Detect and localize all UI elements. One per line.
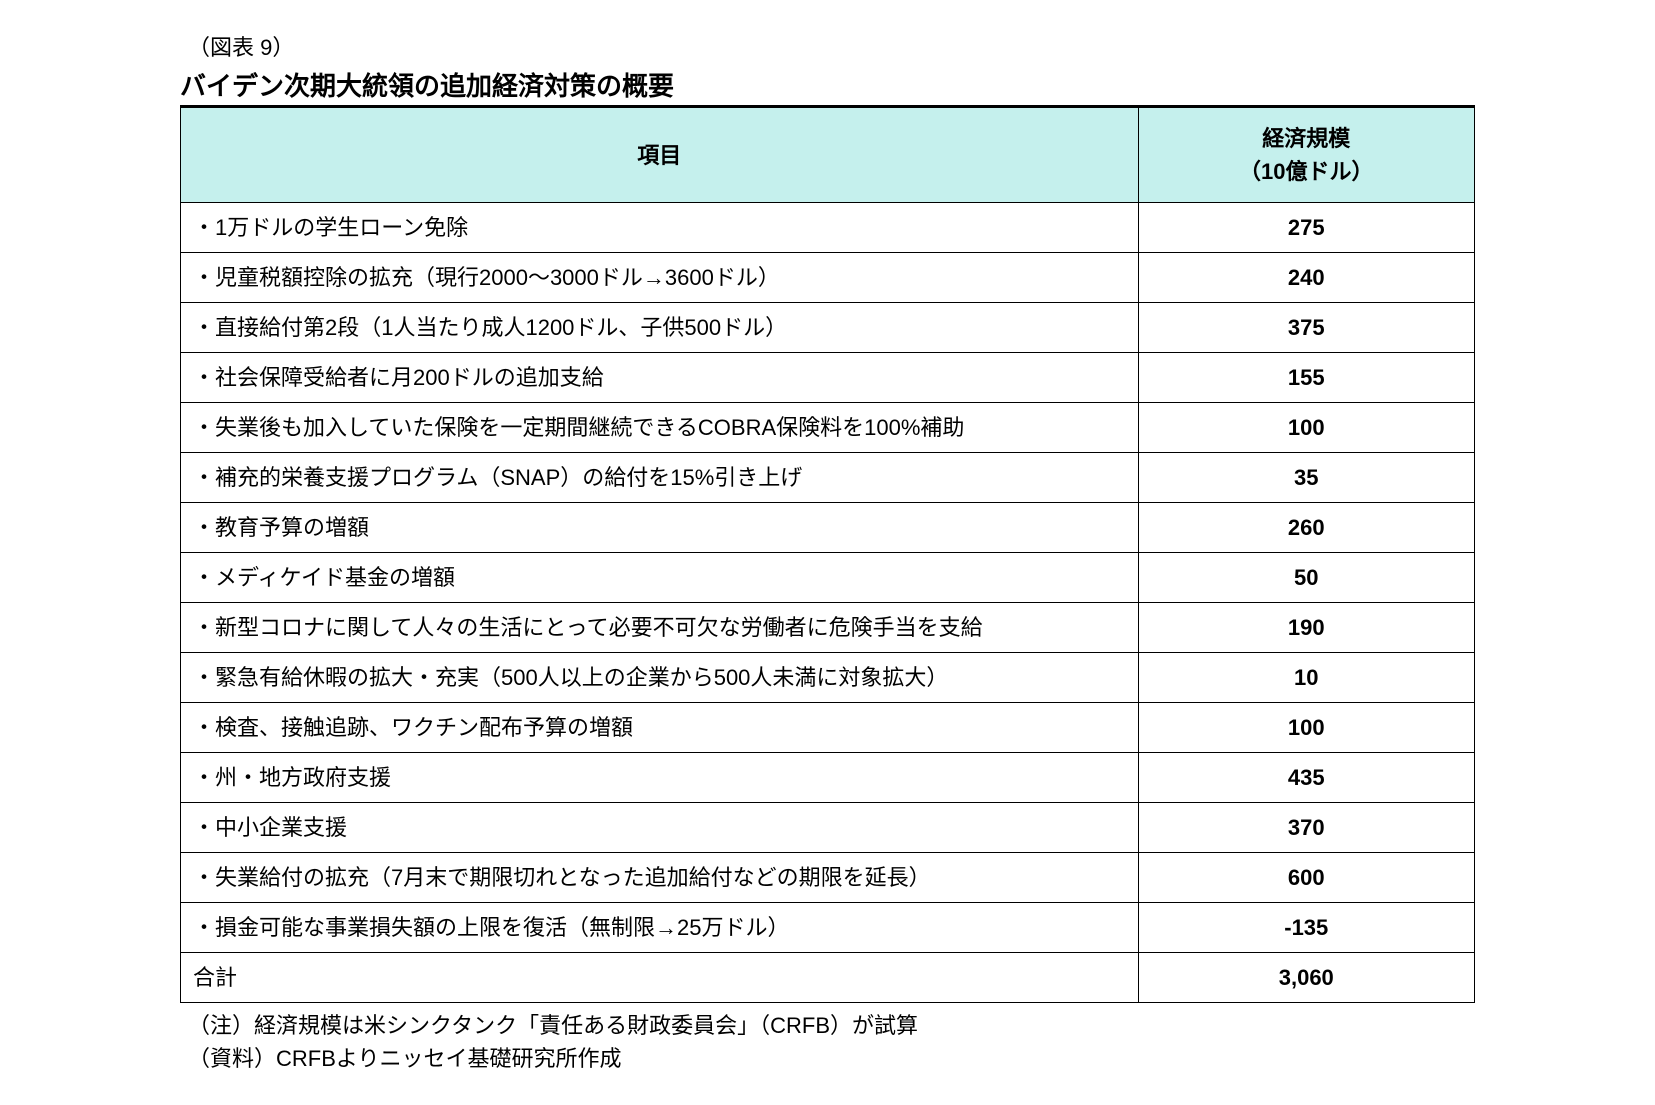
item-cell: ・1万ドルの学生ローン免除 [181, 203, 1139, 253]
table-title: バイデン次期大統領の追加経済対策の概要 [180, 66, 1475, 107]
footnotes: （注）経済規模は米シンクタンク「責任ある財政委員会」（CRFB）が試算 （資料）… [180, 1009, 1475, 1075]
item-cell: ・直接給付第2段（1人当たり成人1200ドル、子供500ドル） [181, 303, 1139, 353]
header-item: 項目 [181, 108, 1139, 203]
total-value-cell: 3,060 [1138, 953, 1474, 1003]
item-cell: ・中小企業支援 [181, 803, 1139, 853]
item-cell: ・州・地方政府支援 [181, 753, 1139, 803]
table-row: ・損金可能な事業損失額の上限を復活（無制限→25万ドル）-135 [181, 903, 1475, 953]
item-cell: ・メディケイド基金の増額 [181, 553, 1139, 603]
table-row: ・補充的栄養支援プログラム（SNAP）の給付を15%引き上げ35 [181, 453, 1475, 503]
item-cell: ・損金可能な事業損失額の上限を復活（無制限→25万ドル） [181, 903, 1139, 953]
table-row: ・緊急有給休暇の拡大・充実（500人以上の企業から500人未満に対象拡大）10 [181, 653, 1475, 703]
value-cell: 50 [1138, 553, 1474, 603]
table-row: ・社会保障受給者に月200ドルの追加支給155 [181, 353, 1475, 403]
table-row: ・教育予算の増額260 [181, 503, 1475, 553]
table-row: ・メディケイド基金の増額50 [181, 553, 1475, 603]
item-cell: ・検査、接触追跡、ワクチン配布予算の増額 [181, 703, 1139, 753]
header-value: 経済規模（10億ドル） [1138, 108, 1474, 203]
footnote-source: （資料）CRFBよりニッセイ基礎研究所作成 [188, 1042, 1475, 1075]
value-cell: -135 [1138, 903, 1474, 953]
table-row: ・州・地方政府支援435 [181, 753, 1475, 803]
value-cell: 370 [1138, 803, 1474, 853]
total-item-cell: 合計 [181, 953, 1139, 1003]
figure-number: （図表 9） [188, 30, 1475, 62]
item-cell: ・失業給付の拡充（7月末で期限切れとなった追加給付などの期限を延長） [181, 853, 1139, 903]
table-row: ・新型コロナに関して人々の生活にとって必要不可欠な労働者に危険手当を支給190 [181, 603, 1475, 653]
value-cell: 100 [1138, 703, 1474, 753]
footnote-note: （注）経済規模は米シンクタンク「責任ある財政委員会」（CRFB）が試算 [188, 1009, 1475, 1042]
value-cell: 10 [1138, 653, 1474, 703]
table-row: ・児童税額控除の拡充（現行2000～3000ドル→3600ドル）240 [181, 253, 1475, 303]
table-row: ・失業給付の拡充（7月末で期限切れとなった追加給付などの期限を延長）600 [181, 853, 1475, 903]
value-cell: 435 [1138, 753, 1474, 803]
table-row: ・検査、接触追跡、ワクチン配布予算の増額100 [181, 703, 1475, 753]
item-cell: ・社会保障受給者に月200ドルの追加支給 [181, 353, 1139, 403]
table-row: ・直接給付第2段（1人当たり成人1200ドル、子供500ドル）375 [181, 303, 1475, 353]
value-cell: 155 [1138, 353, 1474, 403]
table-row: ・失業後も加入していた保険を一定期間継続できるCOBRA保険料を100%補助10… [181, 403, 1475, 453]
value-cell: 260 [1138, 503, 1474, 553]
table-row: ・中小企業支援370 [181, 803, 1475, 853]
value-cell: 190 [1138, 603, 1474, 653]
total-row: 合計3,060 [181, 953, 1475, 1003]
table-body: ・1万ドルの学生ローン免除275・児童税額控除の拡充（現行2000～3000ドル… [181, 203, 1475, 1003]
value-cell: 240 [1138, 253, 1474, 303]
value-cell: 375 [1138, 303, 1474, 353]
value-cell: 100 [1138, 403, 1474, 453]
item-cell: ・補充的栄養支援プログラム（SNAP）の給付を15%引き上げ [181, 453, 1139, 503]
value-cell: 35 [1138, 453, 1474, 503]
value-cell: 275 [1138, 203, 1474, 253]
value-cell: 600 [1138, 853, 1474, 903]
item-cell: ・教育予算の増額 [181, 503, 1139, 553]
item-cell: ・緊急有給休暇の拡大・充実（500人以上の企業から500人未満に対象拡大） [181, 653, 1139, 703]
item-cell: ・失業後も加入していた保険を一定期間継続できるCOBRA保険料を100%補助 [181, 403, 1139, 453]
economic-measures-table: 項目 経済規模（10億ドル） ・1万ドルの学生ローン免除275・児童税額控除の拡… [180, 107, 1475, 1003]
item-cell: ・新型コロナに関して人々の生活にとって必要不可欠な労働者に危険手当を支給 [181, 603, 1139, 653]
table-row: ・1万ドルの学生ローン免除275 [181, 203, 1475, 253]
item-cell: ・児童税額控除の拡充（現行2000～3000ドル→3600ドル） [181, 253, 1139, 303]
